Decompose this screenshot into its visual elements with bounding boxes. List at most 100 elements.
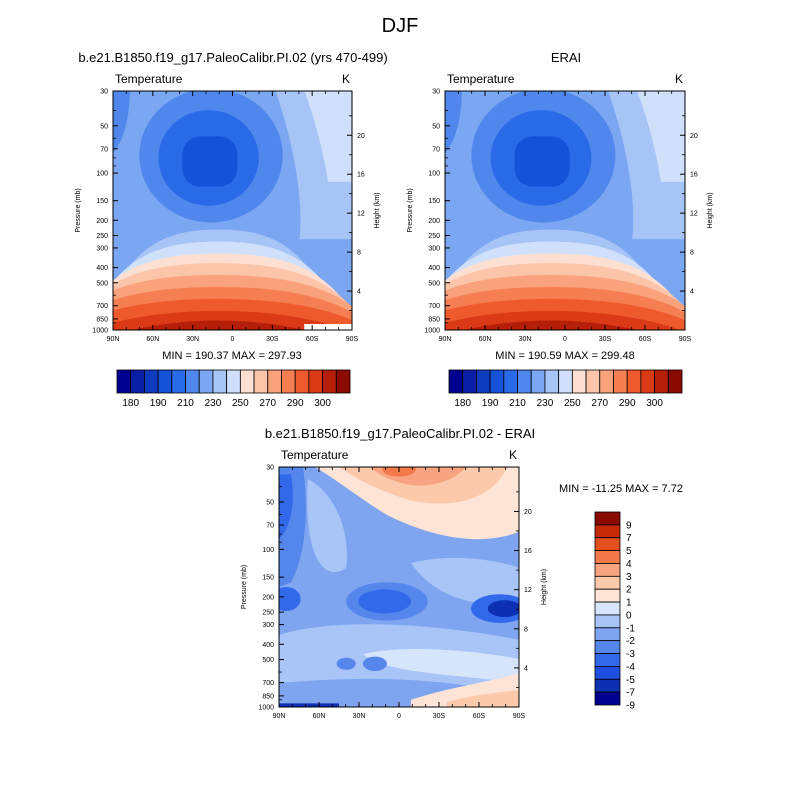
contour-fill: [113, 91, 352, 330]
colorbar-swatch: [594, 537, 621, 552]
colorbar-swatch: [640, 369, 655, 394]
colorbar-label: 1: [626, 598, 632, 609]
colorbar-swatch: [594, 524, 621, 539]
x-tick-label: 90S: [679, 336, 692, 343]
colorbar-swatch: [281, 369, 296, 394]
contour-band: [411, 557, 519, 604]
x-tick-label: 60N: [146, 336, 159, 343]
contour-fill: [445, 91, 685, 330]
contour-fill: [279, 467, 519, 707]
colorbar-swatch: [599, 369, 614, 394]
colorbar-label: 270: [259, 398, 276, 409]
colorbar-swatch: [530, 369, 546, 394]
x-tick-label: 30N: [353, 713, 366, 720]
colorbar-label: 180: [122, 398, 139, 409]
y-tick-label: 250: [428, 233, 440, 240]
x-tick-label: 90N: [107, 336, 120, 343]
colorbar-label: -3: [626, 649, 635, 660]
x-tick-label: 30S: [599, 336, 612, 343]
colorbar-label: -1: [626, 623, 635, 634]
colorbar-label: 230: [205, 398, 222, 409]
y-tick-label: 200: [262, 594, 274, 601]
contour-band: [358, 589, 411, 614]
colorbar-swatch: [116, 369, 132, 394]
contour-band: [447, 690, 519, 707]
x-tick-label: 30S: [433, 713, 446, 720]
y-tick-label: 850: [428, 316, 440, 323]
y-tick-label: 100: [262, 547, 274, 554]
missing-data-mask: [304, 324, 352, 330]
colorbar-swatch: [667, 369, 683, 394]
colorbar-swatch: [594, 588, 621, 603]
contour-band: [445, 91, 462, 154]
y-tick-label: 50: [266, 499, 274, 506]
panel-stats: MIN = 190.37 MAX = 297.93: [162, 350, 301, 362]
y2-tick-label: 4: [690, 289, 694, 296]
contour-band: [279, 587, 301, 611]
colorbar-label: 3: [626, 572, 632, 583]
y2-tick-label: 4: [357, 289, 361, 296]
y2-tick-label: 20: [357, 133, 365, 140]
panel-1-title: b.e21.B1850.f19_g17.PaleoCalibr.PI.02 (y…: [78, 50, 387, 65]
contour-band: [279, 703, 339, 707]
panel-stats: MIN = 190.59 MAX = 299.48: [495, 350, 634, 362]
colorbar-swatch: [613, 369, 628, 394]
panel-unit-label: K: [342, 72, 350, 86]
x-tick-label: 30N: [519, 336, 532, 343]
colorbar-swatch: [130, 369, 145, 394]
x-tick-label: 60N: [313, 713, 326, 720]
y-tick-label: 400: [428, 265, 440, 272]
panel-stats: MIN = -11.25 MAX = 7.72: [559, 483, 683, 495]
y-tick-label: 400: [96, 265, 108, 272]
colorbar-swatch: [558, 369, 573, 394]
colorbar-3: 9 7 5 4 3 2 10 -1 -2 -3 -4 -5 -7 -9: [594, 511, 635, 712]
x-tick-label: 90N: [273, 713, 286, 720]
y-axis-label: Pressure (mb): [75, 188, 82, 232]
panel-unit-label: K: [509, 448, 517, 462]
contour-band: [304, 91, 352, 182]
colorbar-swatch: [594, 653, 621, 667]
y2-tick-label: 4: [524, 665, 528, 672]
contour-band: [514, 136, 570, 187]
figure-title: DJF: [382, 15, 419, 37]
colorbar-label: 190: [482, 398, 499, 409]
colorbar-swatch: [594, 563, 621, 577]
colorbar-swatch: [308, 369, 323, 394]
colorbar-2: 180 190 210 230 250 270 290 300: [448, 369, 683, 409]
y2-tick-label: 16: [357, 172, 365, 179]
colorbar-label: -9: [626, 701, 635, 712]
y-tick-label: 100: [428, 171, 440, 178]
contour-band: [130, 320, 306, 330]
colorbar-swatch: [253, 369, 269, 394]
x-tick-label: 90S: [513, 713, 526, 720]
colorbar-swatch: [594, 640, 621, 654]
panel-3-difference: 305070100150200250300400500700850100090N…: [241, 448, 683, 720]
colorbar-swatch: [594, 614, 621, 629]
contour-band: [336, 657, 356, 670]
y2-tick-label: 8: [357, 250, 361, 257]
y-tick-label: 700: [262, 680, 274, 687]
colorbar-swatch: [144, 369, 159, 394]
colorbar-label: 2: [626, 585, 632, 596]
colorbar-label: 0: [626, 610, 632, 621]
colorbar-label: -7: [626, 688, 635, 699]
y-tick-label: 150: [96, 198, 108, 205]
colorbar-swatch: [489, 369, 505, 394]
colorbar-swatch: [544, 369, 560, 394]
x-tick-label: 30N: [186, 336, 199, 343]
x-tick-label: 90N: [439, 336, 452, 343]
x-tick-label: 0: [231, 336, 235, 343]
colorbar-label: 9: [626, 520, 632, 531]
colorbar-label: 270: [591, 398, 608, 409]
x-tick-label: 60S: [639, 336, 652, 343]
y2-axis-label: Height (km): [541, 569, 548, 605]
y-axis-label: Pressure (mb): [241, 565, 248, 609]
colorbar-label: 7: [626, 533, 632, 544]
y-tick-label: 500: [428, 280, 440, 287]
y-tick-label: 150: [428, 198, 440, 205]
y-tick-label: 850: [96, 316, 108, 323]
y-tick-label: 700: [96, 303, 108, 310]
y-tick-label: 250: [96, 233, 108, 240]
contour-band: [487, 600, 519, 617]
y-tick-label: 50: [432, 123, 440, 130]
